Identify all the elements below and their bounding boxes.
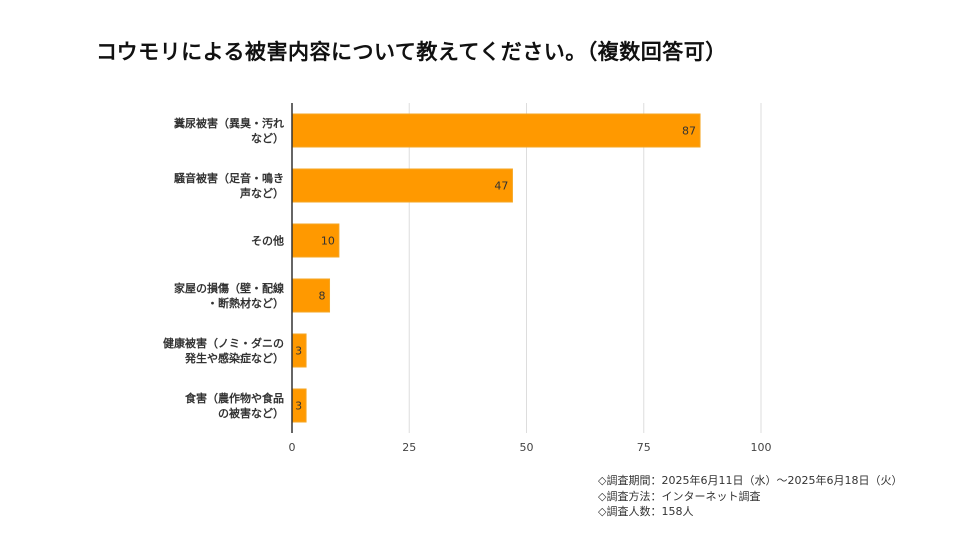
x-tick-label-75: 75 <box>637 441 651 454</box>
category-label-line: 糞尿被害（異臭・汚れ <box>173 116 284 130</box>
survey-method: ◇調査方法：インターネット調査 <box>598 489 761 503</box>
x-tick-label-50: 50 <box>520 441 534 454</box>
survey-notes: ◇調査期間：2025年6月11日（水）〜2025年6月18日（火） ◇調査方法：… <box>598 473 902 520</box>
data-label-3: 8 <box>319 290 326 303</box>
category-label-3: 家屋の損傷（壁・配線・断熱材など） <box>174 281 284 310</box>
category-label-4: 健康被害（ノミ・ダニの発生や感染症など） <box>163 336 284 365</box>
category-label-0: 糞尿被害（異臭・汚れなど） <box>173 116 284 145</box>
bars <box>291 113 701 423</box>
x-tick-label-100: 100 <box>751 441 772 454</box>
category-label-line: 家屋の損傷（壁・配線 <box>174 281 284 295</box>
category-label-line: 健康被害（ノミ・ダニの <box>163 336 284 350</box>
data-label-4: 3 <box>295 345 302 358</box>
category-label-line: の被害など） <box>218 406 284 420</box>
category-label-1: 騒音被害（足音・鳴き声など） <box>174 171 284 200</box>
survey-period: ◇調査期間：2025年6月11日（水）〜2025年6月18日（火） <box>598 474 903 487</box>
data-label-1: 47 <box>494 180 508 193</box>
category-label-line: など） <box>251 132 284 145</box>
category-label-line: 食害（農作物や食品 <box>185 391 284 405</box>
gridlines <box>408 103 762 433</box>
category-label-line: 発生や感染症など） <box>184 351 284 365</box>
category-label-line: 声など） <box>239 186 284 200</box>
category-label-line: その他 <box>251 234 284 248</box>
category-label-line: ・断熱材など） <box>207 296 284 310</box>
data-label-5: 3 <box>295 400 302 413</box>
category-label-2: その他 <box>251 234 284 248</box>
data-label-2: 10 <box>321 235 335 248</box>
chart-title: コウモリによる被害内容について教えてください。（複数回答可） <box>96 40 727 64</box>
bar-3 <box>291 278 331 313</box>
bar-0 <box>291 113 701 148</box>
x-tick-label-0: 0 <box>289 441 296 454</box>
bar-1 <box>291 168 513 203</box>
survey-count: ◇調査人数：158人 <box>598 505 694 518</box>
x-tick-label-25: 25 <box>402 441 416 454</box>
category-label-5: 食害（農作物や食品の被害など） <box>185 391 284 420</box>
category-label-line: 騒音被害（足音・鳴き <box>174 171 284 185</box>
data-label-0: 87 <box>682 125 696 138</box>
labels: 0 25 50 75 100 87 糞尿被害（異臭・汚れなど） 47 騒音被害（足音・鳴き声など… <box>163 116 772 454</box>
